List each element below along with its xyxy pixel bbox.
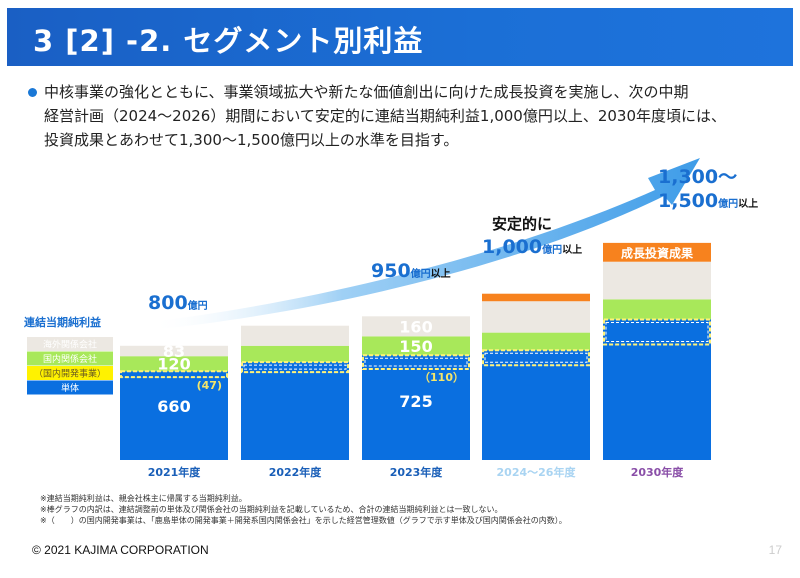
total-label-2024-26: 1,000億円以上 bbox=[482, 236, 582, 258]
bar-segment-overseas bbox=[482, 301, 590, 333]
bar-segment-growth bbox=[482, 293, 590, 302]
bar-segment-dev bbox=[362, 355, 470, 370]
bar-segment-dev bbox=[120, 371, 228, 378]
bar-segment-tandai bbox=[362, 369, 470, 460]
x-tick-label: 2030年度 bbox=[631, 465, 685, 479]
value-label-domestic: 120 bbox=[157, 355, 190, 374]
bar-segment-dev bbox=[603, 319, 711, 345]
dev-outline bbox=[241, 361, 349, 374]
bar-segment-dev bbox=[241, 362, 349, 373]
value-label-tandai: 725 bbox=[399, 392, 432, 411]
dev-outline bbox=[120, 370, 228, 379]
legend-label-dev: （国内開発事業） bbox=[34, 368, 106, 380]
total-label-2021: 800億円 bbox=[148, 292, 208, 314]
bar-segment-tandai bbox=[603, 344, 711, 460]
x-tick-label: 2023年度 bbox=[390, 465, 444, 479]
bar-segment-tandai bbox=[482, 365, 590, 460]
bar-segment-domestic bbox=[482, 332, 590, 351]
footnote: ※連結当期純利益は、親会社株主に帰属する当期純利益。 bbox=[40, 494, 247, 503]
legend-swatch-dev bbox=[27, 366, 113, 380]
value-label-overseas: 83 bbox=[163, 342, 185, 361]
bar-segment-overseas bbox=[241, 325, 349, 346]
footnote: ※（ ）の国内開発事業は、「鹿島単体の開発事業＋開発系国内関係会社」を示した経営… bbox=[40, 516, 567, 525]
bar-segment-tandai bbox=[120, 377, 228, 460]
bar-segment-domestic bbox=[603, 299, 711, 320]
dev-outline bbox=[482, 349, 590, 367]
legend-swatch-tandai bbox=[27, 380, 113, 395]
bar-segment-overseas bbox=[603, 261, 711, 300]
title-bar: 3 [2] -2. セグメント別利益 bbox=[7, 8, 793, 66]
legend-label-overseas: 海外関係会社 bbox=[43, 339, 97, 351]
value-label-domestic: 150 bbox=[399, 337, 432, 356]
dev-outline-inner bbox=[364, 357, 468, 367]
copyright: © 2021 KAJIMA CORPORATION bbox=[32, 543, 209, 557]
description: 中核事業の強化とともに、事業領域拡大や新たな価値創出に向けた成長投資を実施し、次… bbox=[44, 80, 784, 152]
value-label-overseas: 160 bbox=[399, 317, 432, 336]
bar-segment-tandai bbox=[241, 372, 349, 460]
legend-swatch-domestic bbox=[27, 351, 113, 366]
bar-segment-growth bbox=[603, 242, 711, 262]
total-label-2030-line2: 1,500億円以上 bbox=[658, 190, 758, 212]
description-line: 中核事業の強化とともに、事業領域拡大や新たな価値創出に向けた成長投資を実施し、次… bbox=[44, 83, 689, 101]
bar-segment-domestic bbox=[120, 356, 228, 372]
legend-label-tandai: 単体 bbox=[61, 382, 79, 394]
bar-segment-dev bbox=[482, 350, 590, 366]
description-line: 投資成果とあわせて1,300～1,500億円以上の水準を目指す。 bbox=[44, 131, 459, 149]
bullet-icon bbox=[28, 88, 37, 97]
page-number: 17 bbox=[768, 543, 782, 557]
value-label-dev: (47) bbox=[197, 379, 222, 392]
bar-segment-overseas bbox=[120, 345, 228, 357]
value-label-dev: （110） bbox=[419, 371, 464, 384]
description-line: 経営計画（2024～2026）期間において安定的に連結当期純利益1,000億円以… bbox=[44, 107, 727, 125]
bar-segment-overseas bbox=[362, 316, 470, 337]
total-label-2023: 950億円以上 bbox=[371, 260, 451, 282]
legend-swatch-overseas bbox=[27, 337, 113, 351]
value-label-tandai: 660 bbox=[157, 397, 190, 416]
x-tick-label: 2022年度 bbox=[269, 465, 323, 479]
dev-outline-inner bbox=[484, 352, 588, 363]
total-label-2024-26-prefix: 安定的に bbox=[492, 215, 552, 233]
dev-outline-inner bbox=[243, 364, 347, 370]
x-tick-label: 2024～26年度 bbox=[497, 465, 577, 479]
x-tick-label: 2021年度 bbox=[148, 465, 202, 479]
growth-label: 成長投資成果 bbox=[621, 245, 693, 260]
dev-outline bbox=[603, 318, 711, 346]
legend-label-domestic: 国内関係会社 bbox=[43, 353, 97, 365]
bar-segment-domestic bbox=[241, 345, 349, 363]
page-title: 3 [2] -2. セグメント別利益 bbox=[33, 24, 424, 58]
dev-outline-inner bbox=[605, 321, 709, 343]
total-label-2030-line1: 1,300～ bbox=[658, 166, 737, 188]
bar-segment-domestic bbox=[362, 336, 470, 356]
legend-title: 連結当期純利益 bbox=[24, 315, 101, 329]
footnote: ※棒グラフの内訳は、連結調整前の単体及び関係会社の当期純利益を記載しているため、… bbox=[40, 505, 503, 514]
